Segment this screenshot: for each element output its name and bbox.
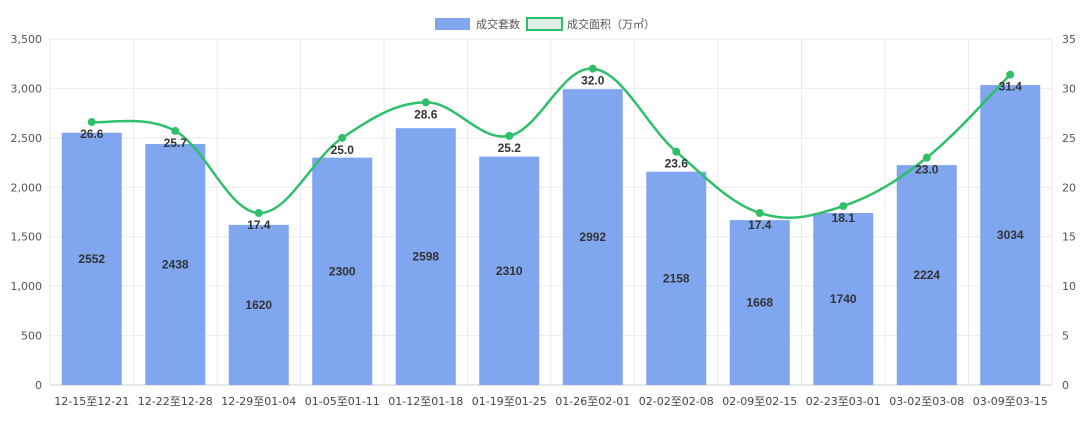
line-value-label: 25.2 — [498, 141, 522, 155]
bar-value-label: 2438 — [162, 257, 189, 271]
bar-value-label: 2300 — [329, 264, 356, 278]
left-tick-label: 500 — [21, 330, 42, 343]
x-tick-label: 02-09至02-15 — [722, 395, 797, 408]
line-point — [588, 64, 597, 73]
bar-value-label: 2224 — [913, 268, 940, 282]
line-point — [922, 153, 931, 162]
right-tick-label: 20 — [1062, 181, 1076, 194]
line-point — [338, 133, 347, 142]
bar-value-label: 2158 — [663, 271, 690, 285]
x-tick-label: 12-22至12-28 — [138, 395, 213, 408]
bar-value-label: 3034 — [997, 228, 1024, 242]
left-tick-label: 1,500 — [11, 231, 43, 244]
bar-value-label: 2552 — [78, 252, 105, 266]
line-value-label: 17.4 — [247, 218, 271, 232]
right-axis-ticks: 0 5 10 15 20 25 30 35 — [1062, 33, 1076, 392]
x-tick-label: 12-29至01-04 — [221, 395, 296, 408]
bar — [228, 224, 289, 385]
line-point — [755, 208, 764, 217]
line-point — [87, 118, 96, 127]
line-value-label: 31.4 — [999, 80, 1023, 94]
bar-labels-group: 2552 2438 1620 2300 2598 2310 2992 2158 1668 1740… — [78, 228, 1024, 312]
legend-label-bar: 成交套数 — [476, 17, 520, 31]
x-tick-label: 01-12至01-18 — [388, 395, 463, 408]
bars-group — [61, 85, 1041, 386]
right-tick-label: 5 — [1062, 330, 1069, 343]
line-value-label: 23.0 — [915, 163, 939, 177]
bar — [479, 156, 540, 385]
x-tick-label: 03-02至03-08 — [889, 395, 964, 408]
line-value-label: 28.6 — [414, 107, 438, 121]
line-value-label: 25.7 — [164, 136, 188, 150]
bar — [61, 132, 122, 385]
bar-value-label: 1668 — [746, 296, 773, 310]
left-tick-label: 0 — [35, 379, 42, 392]
right-tick-label: 10 — [1062, 280, 1076, 293]
x-tick-label: 02-02至02-08 — [639, 395, 714, 408]
left-axis-ticks: 0 500 1,000 1,500 2,000 2,500 3,000 3,500 — [11, 33, 43, 392]
line-point — [505, 131, 514, 140]
line-point — [421, 98, 430, 107]
line-point — [839, 202, 848, 211]
bar-value-label: 2310 — [496, 264, 523, 278]
x-tick-label: 03-09至03-15 — [973, 395, 1048, 408]
x-tick-label: 01-19至01-25 — [472, 395, 547, 408]
right-tick-label: 0 — [1062, 379, 1069, 392]
line-labels-group: 26.6 25.7 17.4 25.0 28.6 25.2 32.0 23.6 17.4 18.1… — [80, 74, 1022, 232]
bar — [145, 143, 206, 385]
legend-swatch-bar — [435, 18, 470, 30]
legend-label-line: 成交面积（万㎡） — [567, 17, 655, 31]
bar — [562, 89, 623, 386]
x-tick-label: 01-05至01-11 — [305, 395, 380, 408]
line-point — [254, 208, 263, 217]
left-tick-label: 2,000 — [11, 181, 43, 194]
right-tick-label: 15 — [1062, 231, 1076, 244]
line-point — [672, 147, 681, 156]
bar — [646, 171, 707, 385]
line-value-label: 17.4 — [748, 218, 772, 232]
legend: 成交套数 成交面积（万㎡） — [435, 17, 655, 31]
bar — [980, 85, 1041, 385]
right-tick-label: 25 — [1062, 132, 1076, 145]
bar — [729, 220, 790, 385]
legend-swatch-line — [526, 17, 563, 31]
line-value-label: 26.6 — [80, 127, 104, 141]
x-tick-label: 02-23至03-01 — [806, 395, 881, 408]
grid-lines — [49, 38, 1053, 386]
left-tick-label: 3,500 — [11, 33, 43, 46]
bar — [312, 157, 373, 385]
bar — [395, 128, 456, 386]
right-tick-label: 30 — [1062, 82, 1076, 95]
line-value-label: 23.6 — [665, 157, 689, 171]
line-point — [1006, 70, 1015, 79]
left-tick-label: 3,000 — [11, 82, 43, 95]
bar — [896, 165, 957, 385]
left-tick-label: 2,500 — [11, 132, 43, 145]
bar-value-label: 1740 — [830, 292, 857, 306]
line-value-label: 18.1 — [832, 211, 856, 225]
x-tick-label: 12-15至12-21 — [54, 395, 129, 408]
bar — [813, 212, 874, 385]
line-value-label: 32.0 — [581, 74, 605, 88]
line-point — [171, 126, 180, 135]
x-tick-label: 01-26至02-01 — [555, 395, 630, 408]
line-value-label: 25.0 — [331, 143, 355, 157]
line-points-group — [87, 64, 1015, 217]
right-tick-label: 35 — [1062, 33, 1076, 46]
x-axis-labels: 12-15至12-21 12-22至12-28 12-29至01-04 01-05至0… — [54, 395, 1047, 408]
bar-value-label: 2992 — [579, 230, 606, 244]
bar-value-label: 2598 — [412, 250, 439, 264]
bar-value-label: 1620 — [245, 298, 272, 312]
left-tick-label: 1,000 — [11, 280, 43, 293]
